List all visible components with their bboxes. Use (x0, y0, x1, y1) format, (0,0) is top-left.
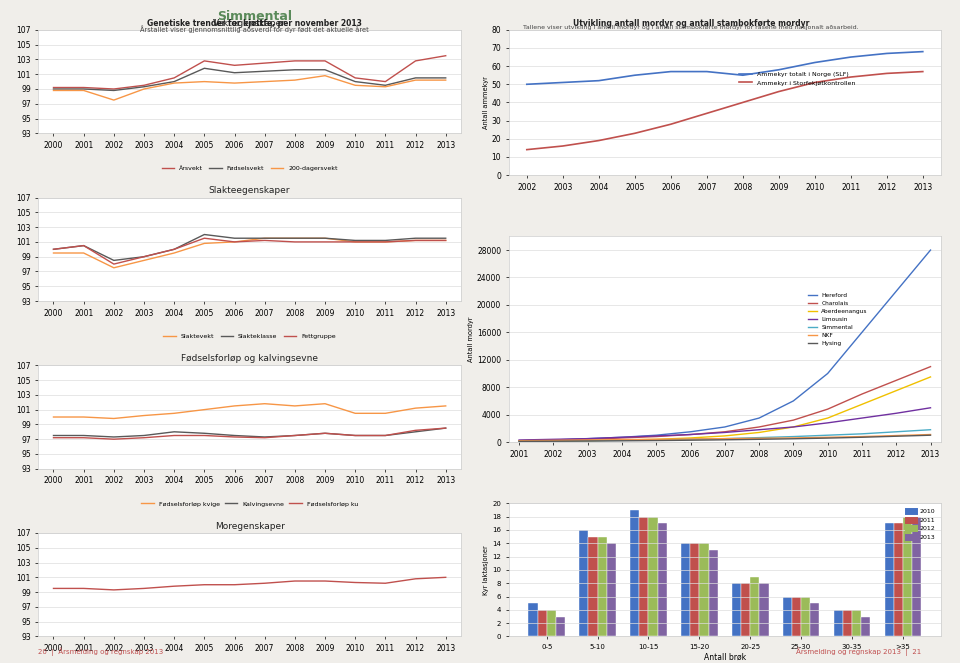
Bar (861, 617, 871, 636)
Bar (528, 603, 538, 636)
Bar (607, 543, 616, 636)
Bar (894, 523, 902, 636)
Bar (852, 610, 861, 636)
Text: 20  |  Årsmelding og regnskap 2013: 20 | Årsmelding og regnskap 2013 (38, 648, 163, 656)
Y-axis label: Kyr laktasjoner: Kyr laktasjoner (484, 545, 490, 595)
Bar (884, 523, 894, 636)
Bar (801, 597, 810, 636)
Bar (630, 510, 639, 636)
Bar (912, 516, 922, 636)
Bar (759, 583, 769, 636)
Bar (588, 536, 598, 636)
Text: Årstallet viser gjennomsnittlig aðsverdi for dyr født det aktuelle året: Årstallet viser gjennomsnittlig aðsverdi… (140, 25, 369, 33)
Legend: Fødselsforløp kvige, Kalvingsevne, Fødselsforløp ku: Fødselsforløp kvige, Kalvingsevne, Fødse… (139, 499, 360, 509)
Title: Vektegenskaper: Vektegenskaper (213, 19, 286, 28)
Bar (843, 610, 852, 636)
Y-axis label: Antall mordyr: Antall mordyr (468, 316, 474, 362)
Legend: Slaktevekt, Slakteklasse, Fettgruppe: Slaktevekt, Slakteklasse, Fettgruppe (161, 331, 338, 341)
Bar (902, 516, 912, 636)
Bar (649, 516, 658, 636)
Bar (810, 603, 820, 636)
Bar (538, 610, 547, 636)
Bar (547, 610, 556, 636)
Bar (700, 543, 708, 636)
Bar (598, 536, 607, 636)
Bar (708, 550, 718, 636)
Legend: Årsvekt, Fødselsvekt, 200-dagersvekt: Årsvekt, Fødselsvekt, 200-dagersvekt (159, 163, 340, 174)
Bar (750, 577, 759, 636)
Bar (658, 523, 667, 636)
Bar (681, 543, 690, 636)
Legend: 2010, 2011, 2012, 2013: 2010, 2011, 2012, 2013 (905, 507, 938, 542)
Text: Tallene viser utvikling i antall mordyr og i antall stambokførte mordyr for rase: Tallene viser utvikling i antall mordyr … (523, 25, 859, 30)
Bar (639, 516, 649, 636)
Y-axis label: Antall ammekyr: Antall ammekyr (483, 76, 489, 129)
Text: Årsmelding og regnskap 2013  |  21: Årsmelding og regnskap 2013 | 21 (797, 648, 922, 656)
Legend: Hereford, Charolais, Aberdeenangus, Limousin, Simmental, NKF, Hysing: Hereford, Charolais, Aberdeenangus, Limo… (805, 290, 870, 349)
Legend: Ammekyr totalt i Norge (SLF), Ammekyr i Storfekjøtkontrollen: Ammekyr totalt i Norge (SLF), Ammekyr i … (736, 69, 857, 88)
Bar (741, 583, 750, 636)
Bar (690, 543, 700, 636)
Title: Slakteegenskaper: Slakteegenskaper (209, 186, 290, 196)
Bar (833, 610, 843, 636)
Bar (556, 617, 565, 636)
X-axis label: Antall brøk: Antall brøk (704, 653, 746, 662)
Bar (782, 597, 792, 636)
Title: Fødselsforløp og kalvingsevne: Fødselsforløp og kalvingsevne (181, 354, 318, 363)
Bar (579, 530, 588, 636)
Text: Simmental: Simmental (217, 10, 292, 23)
Title: Moregenskaper: Moregenskaper (215, 522, 284, 531)
Bar (792, 597, 801, 636)
Text: Genetiske trender for kjøttfe, per november 2013: Genetiske trender for kjøttfe, per novem… (147, 19, 362, 28)
Text: Utvikling antall mordyr og antall stambokførte mordyr: Utvikling antall mordyr og antall stambo… (573, 19, 809, 28)
Bar (732, 583, 741, 636)
